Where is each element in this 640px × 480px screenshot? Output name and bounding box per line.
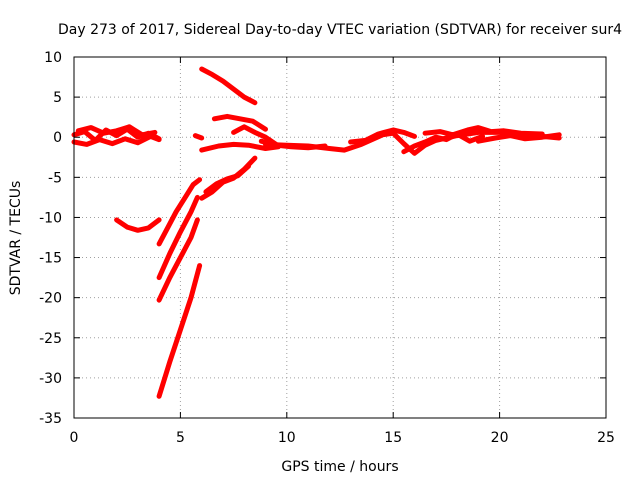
y-tick-label: -10: [39, 210, 62, 226]
series-wave-c: [422, 125, 545, 138]
series-ramp-f: [203, 163, 251, 195]
series-mid-1: [211, 113, 268, 132]
y-axis-label: SDTVAR / TECUs: [8, 181, 24, 296]
ticks: 0 5 10 15 20 25 -35 -30 -25 -20 -15 -10 -5 0 5 10: [39, 50, 615, 446]
x-tick-label: 25: [597, 430, 615, 446]
series-ramp-c: [156, 194, 200, 281]
y-tick-label: -20: [39, 291, 62, 307]
x-tick-label: 20: [491, 430, 509, 446]
y-tick-label: 10: [44, 50, 62, 66]
series-wave-b: [401, 131, 486, 155]
y-tick-label: -25: [39, 331, 62, 347]
x-tick-label: 15: [384, 430, 402, 446]
x-tick-label: 0: [70, 430, 79, 446]
series-mid-3: [199, 141, 281, 153]
x-axis-label: GPS time / hours: [281, 459, 398, 475]
series-wave-a: [348, 127, 417, 145]
y-tick-label: -5: [48, 170, 62, 186]
series-ramp-d: [156, 177, 203, 247]
y-tick-label: -15: [39, 251, 62, 267]
series-wave-d: [475, 132, 562, 144]
series-band-c: [75, 124, 158, 138]
y-tick-label: 5: [53, 90, 62, 106]
plot-frame: [73, 56, 607, 419]
series-mid-2: [231, 124, 279, 147]
series-layer: [71, 66, 562, 399]
chart-title: Day 273 of 2017, Sidereal Day-to-day VTE…: [58, 22, 622, 38]
y-tick-label: 0: [53, 130, 62, 146]
series-falling-top: [199, 66, 258, 106]
series-band-b: [71, 133, 162, 147]
series-mid-4: [192, 133, 205, 141]
x-tick-label: 10: [278, 430, 296, 446]
y-tick-label: -35: [39, 411, 62, 427]
y-tick-label: -30: [39, 371, 62, 387]
series-arc-low: [114, 217, 162, 233]
series-ramp-b: [156, 217, 200, 303]
series-ramp-a: [156, 263, 203, 399]
x-tick-label: 5: [176, 430, 185, 446]
